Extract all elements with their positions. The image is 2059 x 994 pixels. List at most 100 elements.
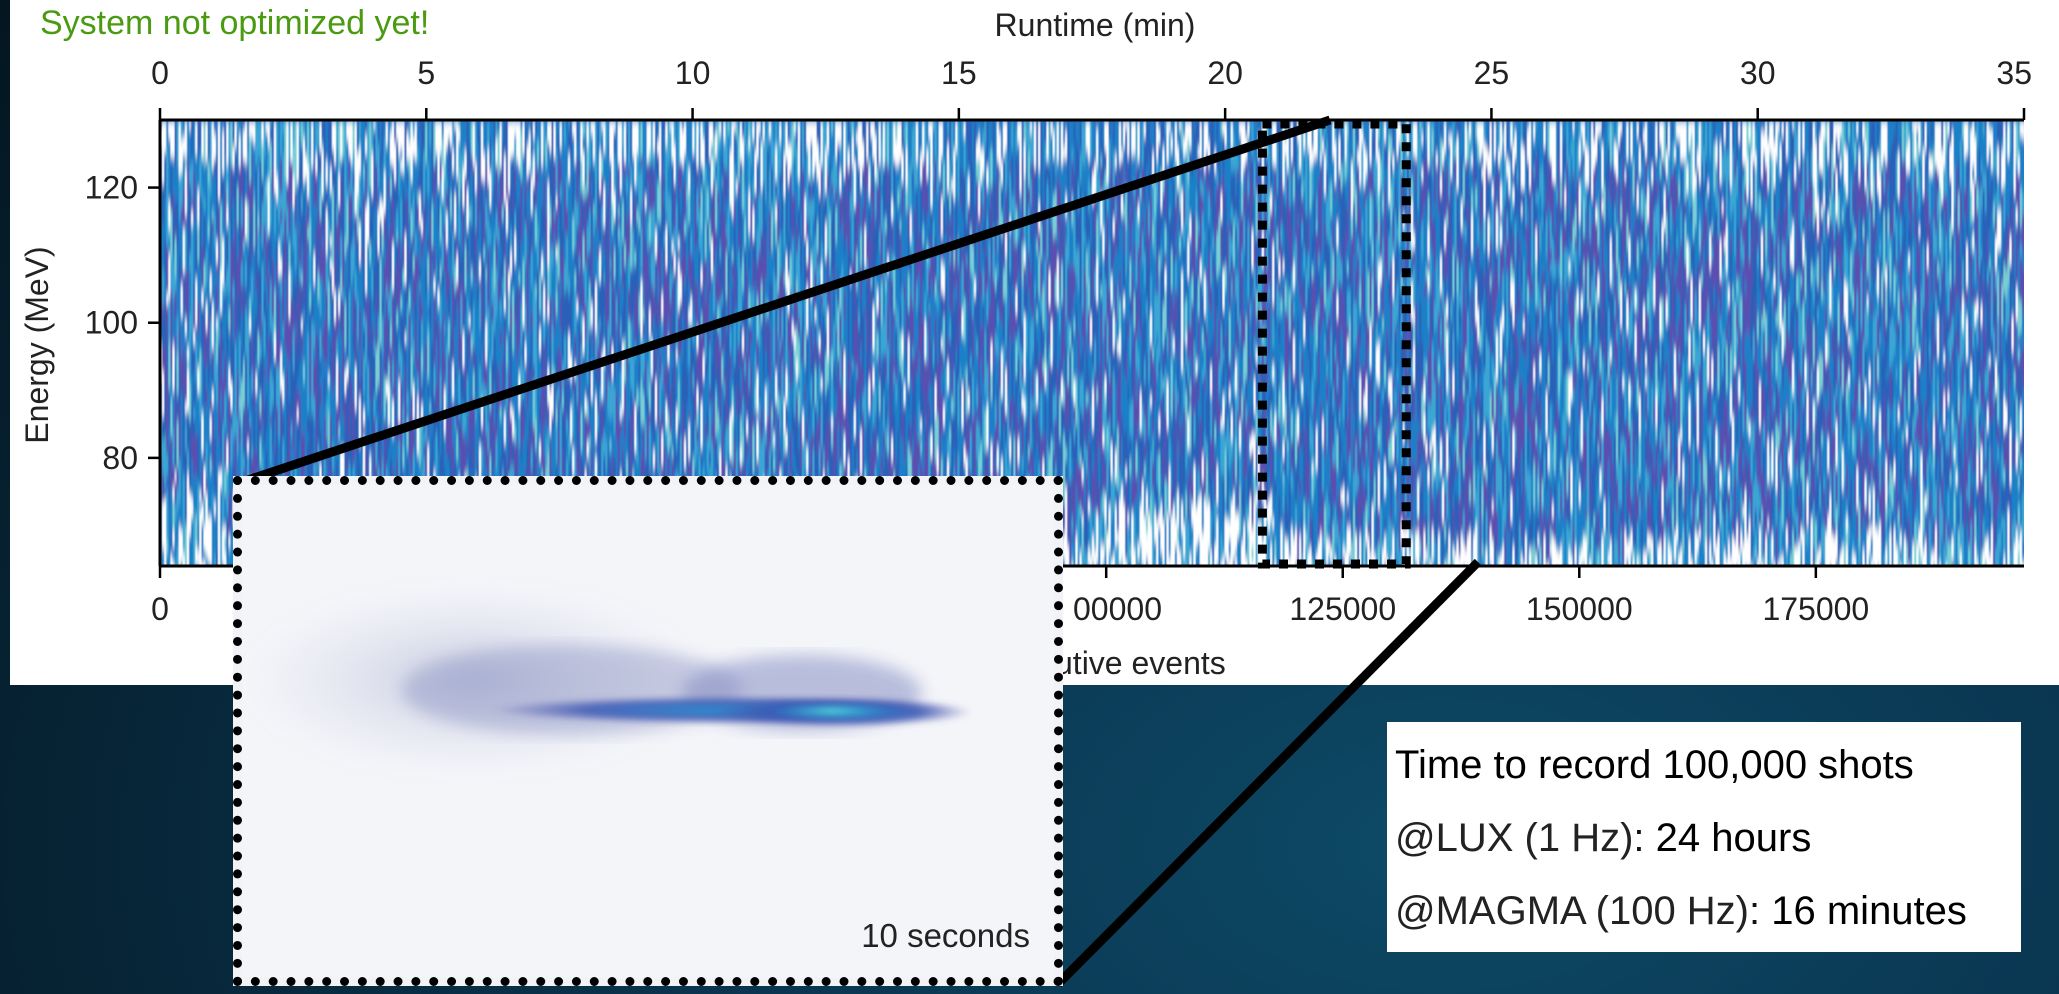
heatmap-cell (232, 239, 236, 284)
heatmap-cell (178, 120, 182, 137)
heatmap-cell (197, 225, 200, 262)
heatmap-cell (197, 367, 200, 393)
heatmap-cell (207, 516, 211, 562)
heatmap-cell (224, 564, 227, 566)
heatmap-cell (209, 516, 213, 532)
heatmap-cell (170, 524, 174, 555)
heatmap-cell (166, 285, 169, 294)
heatmap-cell (215, 492, 219, 520)
heatmap-cell (166, 530, 169, 540)
heatmap-cell (222, 199, 225, 239)
heatmap-cell (162, 184, 165, 199)
heatmap-cell (184, 424, 188, 452)
heatmap-cell (238, 362, 242, 397)
heatmap-cell (209, 401, 213, 415)
heatmap-cell (238, 167, 242, 198)
heatmap-cell (207, 359, 211, 387)
heatmap-cell (162, 142, 165, 185)
heatmap-cell (197, 435, 200, 483)
heatmap-cell (213, 345, 217, 383)
heatmap-cell (184, 402, 188, 413)
heatmap-cell (236, 298, 240, 330)
heatmap-cell (186, 196, 190, 208)
heatmap-cell (182, 308, 186, 348)
heatmap-cell (230, 487, 234, 528)
heatmap-cell (180, 222, 184, 269)
heatmap-cell (211, 303, 215, 349)
heatmap-cell (224, 190, 227, 223)
heatmap-cell (197, 520, 200, 551)
heatmap-cell (172, 466, 176, 476)
heatmap-cell (193, 202, 196, 219)
heatmap-cell (168, 155, 171, 166)
heatmap-cell (232, 177, 236, 200)
heatmap-cell (178, 525, 182, 566)
heatmap-cell (195, 338, 198, 381)
heatmap-cell (168, 298, 171, 342)
heatmap-cell (207, 239, 211, 285)
heatmap-cell (178, 254, 182, 284)
heatmap-cell (164, 414, 167, 436)
heatmap-cell (207, 386, 211, 425)
heatmap-cell (217, 342, 221, 386)
heatmap-cell (189, 382, 192, 421)
heatmap-cell (220, 182, 223, 204)
heatmap-cell (189, 313, 192, 342)
heatmap-cell (199, 510, 203, 523)
heatmap-cell (226, 469, 229, 516)
heatmap-cell (170, 194, 174, 211)
heatmap-cell (166, 489, 169, 498)
heatmap-cell (166, 304, 169, 338)
heatmap-cell (228, 307, 232, 332)
heatmap-cell (201, 191, 205, 200)
heatmap-cell (203, 212, 207, 227)
heatmap-cell (209, 531, 213, 566)
heatmap-cell (242, 350, 246, 361)
heatmap-cell (199, 120, 203, 146)
heatmap-cell (244, 342, 248, 355)
heatmap-cell (217, 385, 221, 408)
heatmap-cell (224, 468, 227, 495)
heatmap-cell (244, 447, 248, 470)
heatmap-cell (238, 250, 242, 291)
heatmap-cell (203, 262, 207, 290)
heatmap-cell (184, 412, 188, 425)
heatmap-cell (195, 188, 198, 232)
heatmap-cell (162, 120, 165, 143)
heatmap-cell (199, 155, 203, 195)
heatmap-cell (205, 120, 209, 162)
heatmap-cell (232, 283, 236, 301)
heatmap-cell (228, 176, 232, 222)
heatmap-cell (203, 315, 207, 350)
heatmap-cell (178, 220, 182, 255)
heatmap-cell (228, 546, 232, 557)
heatmap-cell (180, 148, 184, 173)
heatmap-cell (207, 460, 211, 469)
heatmap-cell (166, 293, 169, 305)
heatmap-cell (224, 222, 227, 266)
heatmap-cell (162, 473, 165, 503)
heatmap-cell (178, 136, 182, 177)
heatmap-cell (168, 550, 171, 566)
heatmap-cell (189, 341, 192, 383)
heatmap-cell (172, 259, 176, 300)
heatmap-cell (174, 120, 178, 168)
heatmap-cell (211, 466, 215, 495)
heatmap-cell (184, 361, 188, 376)
heatmap-cell (234, 174, 238, 222)
heatmap-cell (174, 202, 178, 227)
heatmap-cell (193, 371, 196, 384)
heatmap-cell (224, 494, 227, 527)
heatmap-cell (191, 349, 194, 376)
heatmap-cell (168, 229, 171, 242)
heatmap-cell (205, 161, 209, 206)
heatmap-cell (162, 306, 165, 317)
heatmap-cell (244, 287, 248, 301)
heatmap-cell (174, 505, 178, 523)
heatmap-cell (186, 120, 190, 157)
heatmap-cell (228, 463, 232, 495)
heatmap-cell (180, 172, 184, 208)
heatmap-cell (174, 291, 178, 320)
heatmap-cell (222, 238, 225, 285)
heatmap-cell (203, 495, 207, 525)
